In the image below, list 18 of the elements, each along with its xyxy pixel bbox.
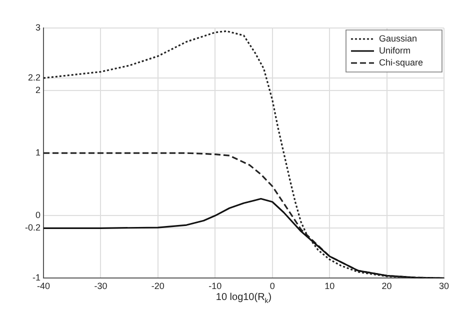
y-tick-label: 2	[35, 85, 41, 96]
y-tick-label: 1	[35, 148, 41, 158]
legend-label: Gaussian	[379, 33, 418, 44]
x-tick-label: 10	[324, 281, 335, 292]
y-tick-label: -1	[32, 272, 41, 283]
x-tick-label: -10	[208, 281, 222, 292]
x-tick-label: -20	[151, 281, 164, 292]
y-tick-label: 2.2	[28, 72, 41, 83]
y-tick-label: 3	[35, 22, 41, 32]
y-tick-label: -0.2	[24, 222, 41, 233]
x-tick-label: 0	[270, 281, 275, 292]
x-tick-label: -30	[94, 281, 108, 292]
x-tick-label: 20	[382, 281, 392, 292]
x-tick-label: 30	[438, 281, 450, 292]
x-tick-label: -40	[37, 281, 50, 292]
legend-label: Chi-square	[379, 57, 424, 68]
legend-label: Uniform	[379, 45, 411, 56]
y-tick-label: 0	[35, 210, 41, 220]
